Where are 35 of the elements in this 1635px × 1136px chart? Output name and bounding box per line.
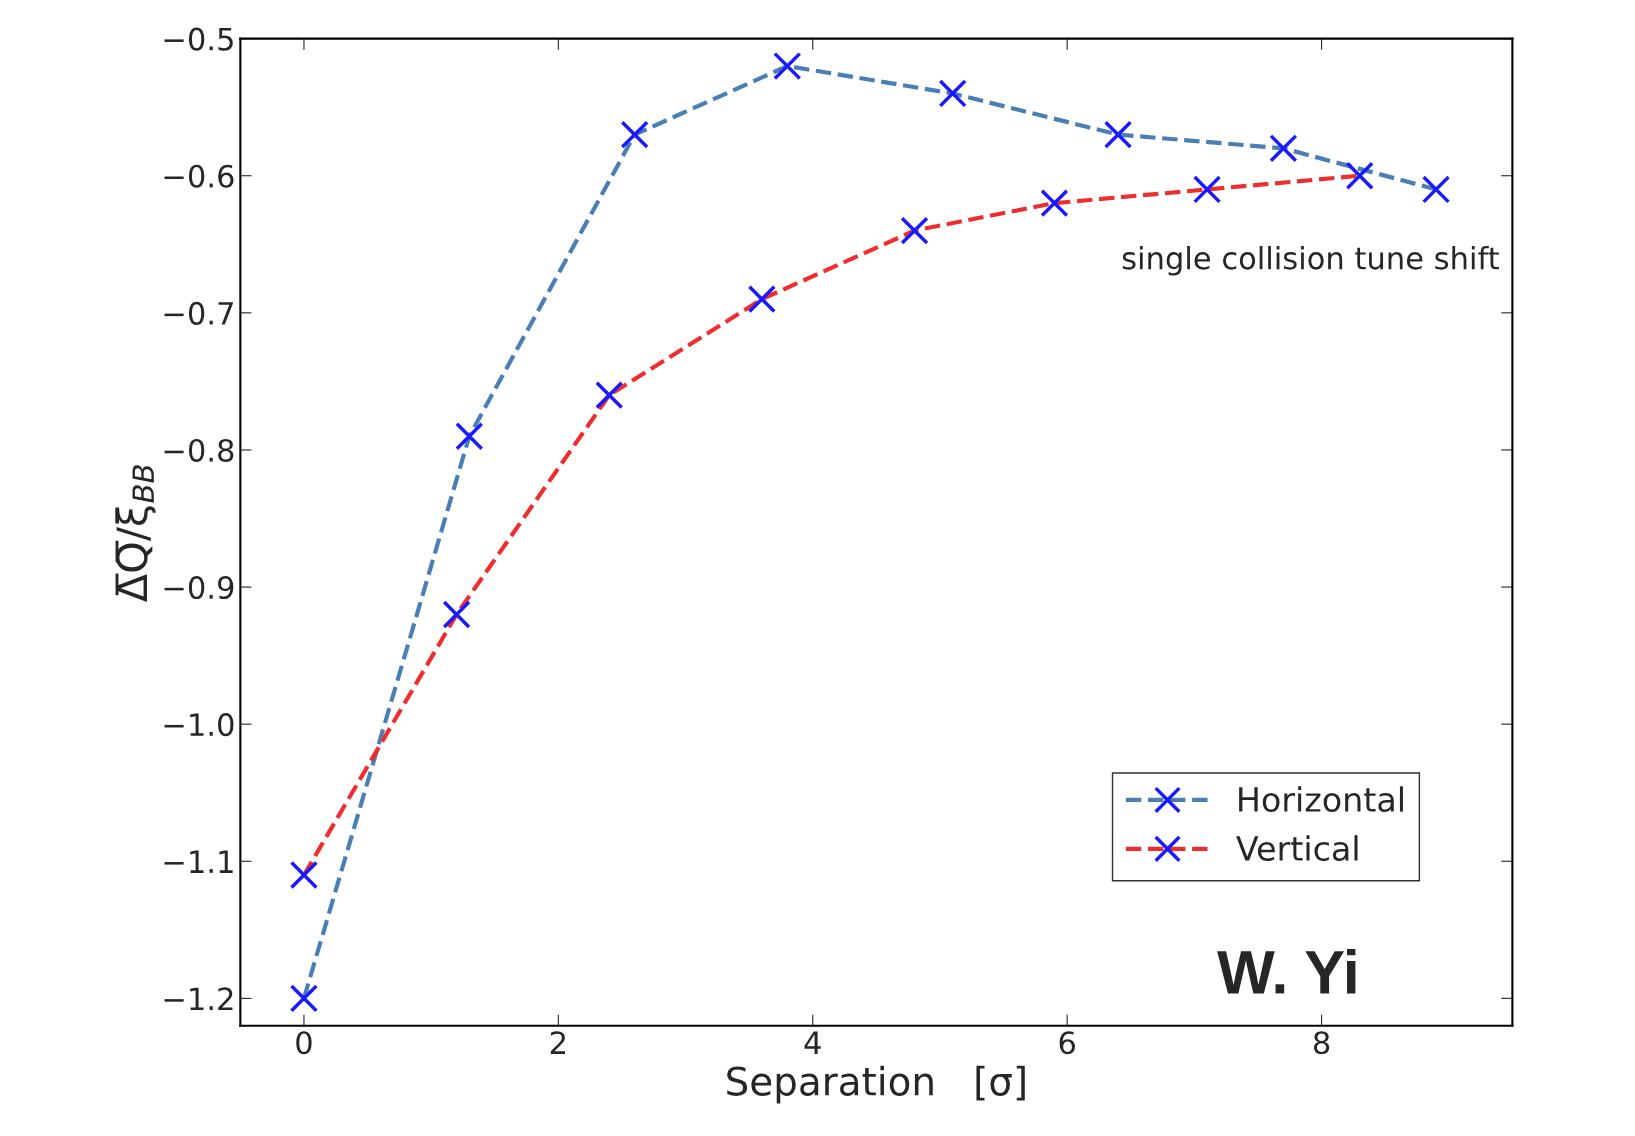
point <box>455 422 484 451</box>
legend-label: Vertical <box>1236 835 1358 862</box>
x-tick-label: 4 <box>804 1031 821 1054</box>
y-tick-label: −0.7 <box>164 301 233 325</box>
y-tick-label: −1.1 <box>164 850 233 873</box>
point <box>1421 175 1451 204</box>
y-tick-label: −0.9 <box>164 575 234 600</box>
point <box>620 120 649 149</box>
annotation: W. Yi <box>1217 949 1356 994</box>
point <box>289 860 319 890</box>
x-tick-label: 0 <box>296 1031 312 1055</box>
point <box>938 79 967 108</box>
y-tick-label: −0.5 <box>164 27 233 51</box>
point <box>442 600 471 629</box>
y-axis-title: Δ̅Q̅/ξ$_{BB}$ <box>115 465 156 603</box>
x-tick-label: 6 <box>1059 1031 1075 1055</box>
point <box>595 380 624 410</box>
y-tick-label: −1.2 <box>164 987 233 1010</box>
point <box>1040 188 1069 218</box>
point <box>747 284 777 314</box>
x-tick-label: 2 <box>550 1031 566 1054</box>
legend-label: Horizontal <box>1239 786 1403 813</box>
point <box>1103 120 1133 149</box>
point <box>289 984 319 1013</box>
point <box>1345 161 1374 190</box>
point <box>773 51 802 81</box>
x-axis-title: Separation [σ] <box>727 1065 1025 1104</box>
y-tick-label: −0.8 <box>164 438 234 462</box>
point <box>1192 175 1222 204</box>
point <box>1269 134 1298 163</box>
point <box>900 216 929 245</box>
x-tick-label: 8 <box>1313 1031 1330 1055</box>
y-tick-label: −0.6 <box>164 164 234 188</box>
annotation: single collision tune shift <box>1122 245 1499 276</box>
y-tick-label: −1.0 <box>164 713 234 737</box>
